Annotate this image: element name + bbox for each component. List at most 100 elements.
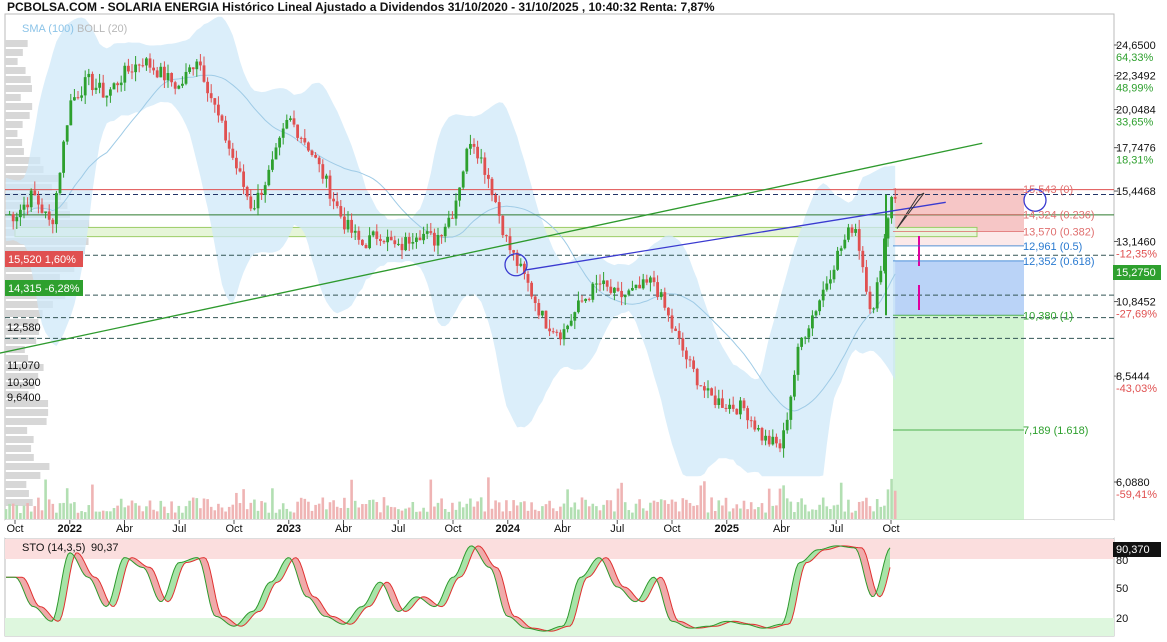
sto-fill-segment: [812, 551, 814, 561]
volume-bar: [307, 501, 310, 519]
sto-overbought-band: [5, 539, 1114, 559]
candle-body: [69, 100, 73, 126]
candle-body: [451, 217, 454, 219]
candle-body: [645, 279, 649, 283]
candle-body: [62, 141, 65, 173]
candle-body: [404, 237, 407, 251]
volume-bar: [778, 488, 782, 519]
candle-body: [166, 73, 170, 81]
volume-bar: [803, 504, 807, 519]
candle-body: [875, 282, 879, 309]
candle-body: [220, 115, 224, 121]
volume-bar: [40, 510, 44, 519]
time-tick-label: Oct: [6, 523, 23, 535]
time-tick-label: Oct: [444, 523, 461, 535]
volume-bar: [350, 479, 353, 519]
sto-fill-segment: [586, 570, 588, 579]
time-tick-label: Abr: [335, 523, 352, 535]
sto-fill-segment: [106, 596, 108, 607]
candle-body: [760, 428, 764, 441]
time-tick-label: Oct: [225, 523, 242, 535]
volume-bar: [659, 499, 663, 519]
level-label-11070: 11,070: [7, 360, 40, 372]
sto-fill-segment: [652, 577, 654, 589]
sto-fill-segment: [318, 599, 320, 613]
volume-bar: [379, 512, 382, 519]
fib-level-label: 12,961 (0.5): [1023, 241, 1082, 253]
sto-fill-segment: [38, 605, 40, 612]
candle-body: [749, 420, 753, 422]
candle-body: [389, 236, 393, 241]
candle-body: [793, 374, 796, 397]
candle-body: [605, 280, 609, 287]
sto-fill-segment: [500, 571, 502, 606]
volume-bar: [652, 500, 656, 519]
candle-body: [299, 137, 303, 139]
sto-fill-segment: [118, 564, 120, 599]
sto-fill-segment: [82, 557, 84, 575]
candle-body: [458, 187, 461, 201]
candle-body: [310, 150, 314, 155]
volume-bar: [879, 506, 883, 519]
volume-profile-bar: [5, 364, 44, 371]
candlesticks: [8, 53, 920, 458]
fibonacci-labels: 15,543 (0) 14,324 (0.236) 13,570 (0.382) 12…: [893, 184, 1095, 437]
candle-body: [249, 196, 253, 209]
volume-bar: [415, 511, 418, 519]
volume-profile-bar: [5, 436, 34, 443]
volume-profile-bar: [5, 274, 60, 281]
candle-body: [440, 235, 443, 237]
volume-bar: [447, 511, 451, 519]
volume-bar: [847, 499, 850, 519]
candle-body: [681, 338, 685, 351]
candle-body: [436, 235, 440, 246]
candle-body: [368, 235, 371, 249]
sto-fill-segment: [610, 560, 612, 582]
candle-body: [559, 332, 562, 340]
candle-body: [569, 320, 573, 326]
volume-bar: [137, 505, 141, 519]
candle-body: [422, 233, 425, 241]
volume-bar: [94, 511, 98, 519]
bollinger-band-area: [6, 16, 896, 477]
price-tick-label: 8,5444: [1116, 371, 1150, 383]
candle-body: [631, 288, 634, 291]
candle-body: [411, 241, 415, 244]
candle-body: [620, 290, 623, 298]
volume-bar: [886, 489, 890, 519]
volume-bar: [739, 508, 742, 519]
volume-bar: [260, 501, 263, 519]
volume-bar: [209, 506, 213, 519]
sto-fill-segment: [604, 557, 606, 568]
candle-body: [328, 175, 332, 199]
candle-body: [386, 236, 389, 243]
volume-bar: [303, 498, 307, 519]
candle-body: [674, 328, 677, 331]
sto-fill-segment: [386, 582, 388, 594]
volume-bar: [461, 507, 465, 519]
volume-bar: [206, 499, 209, 519]
sto-fill-segment: [416, 596, 418, 603]
volume-bar: [393, 507, 397, 519]
candle-body: [65, 125, 69, 142]
sto-fill-segment: [520, 618, 522, 627]
volume-profile-bar: [5, 409, 49, 416]
volume-bar: [177, 505, 181, 519]
candle-body: [663, 292, 667, 308]
candle-body: [195, 61, 199, 70]
volume-bar: [555, 511, 559, 519]
volume-profile-bar: [5, 103, 33, 110]
volume-profile-bar: [5, 499, 33, 506]
volume-bar: [789, 501, 793, 519]
volume-bar: [148, 500, 152, 519]
candle-body: [508, 236, 512, 251]
x-axis-band: [5, 520, 1114, 538]
time-tick-label: Abr: [554, 523, 571, 535]
candle-body: [580, 300, 584, 302]
volume-bar: [109, 511, 112, 519]
volume-bar: [321, 497, 325, 519]
volume-bar: [224, 511, 227, 519]
time-tick-label: Abr: [773, 523, 790, 535]
volume-bar: [271, 488, 274, 519]
sto-fill-segment: [174, 565, 176, 593]
